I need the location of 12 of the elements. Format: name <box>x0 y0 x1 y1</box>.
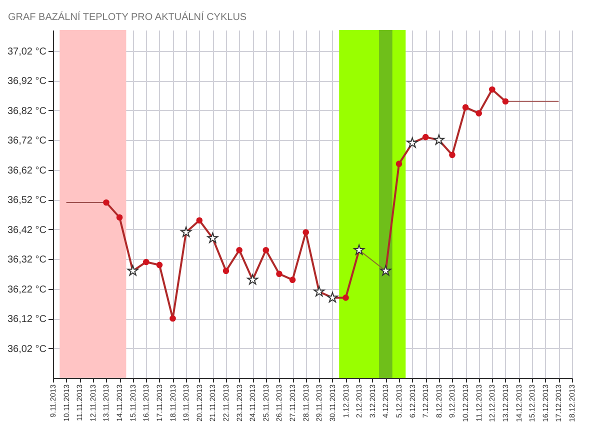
y-tick-label: 36,02 °C <box>7 344 46 355</box>
y-tick-label: 36,32 °C <box>7 254 46 266</box>
y-tick-label: 36,22 °C <box>7 284 46 296</box>
y-tick-label: 36,52 °C <box>7 195 46 206</box>
y-tick-label: 36,62 °C <box>7 165 46 176</box>
y-tick-label: 36,72 °C <box>7 136 46 147</box>
y-tick-label: 36,42 °C <box>7 224 46 236</box>
y-tick-label: 36,92 °C <box>7 76 46 88</box>
y-tick-label: 36,82 °C <box>7 106 46 117</box>
y-tick-label: 36,12 °C <box>7 314 46 326</box>
chart-title: GRAF BAZÁLNÍ TEPLOTY PRO AKTUÁLNÍ CYKLUS <box>8 11 247 23</box>
y-tick-label: 37,02 °C <box>7 46 46 58</box>
